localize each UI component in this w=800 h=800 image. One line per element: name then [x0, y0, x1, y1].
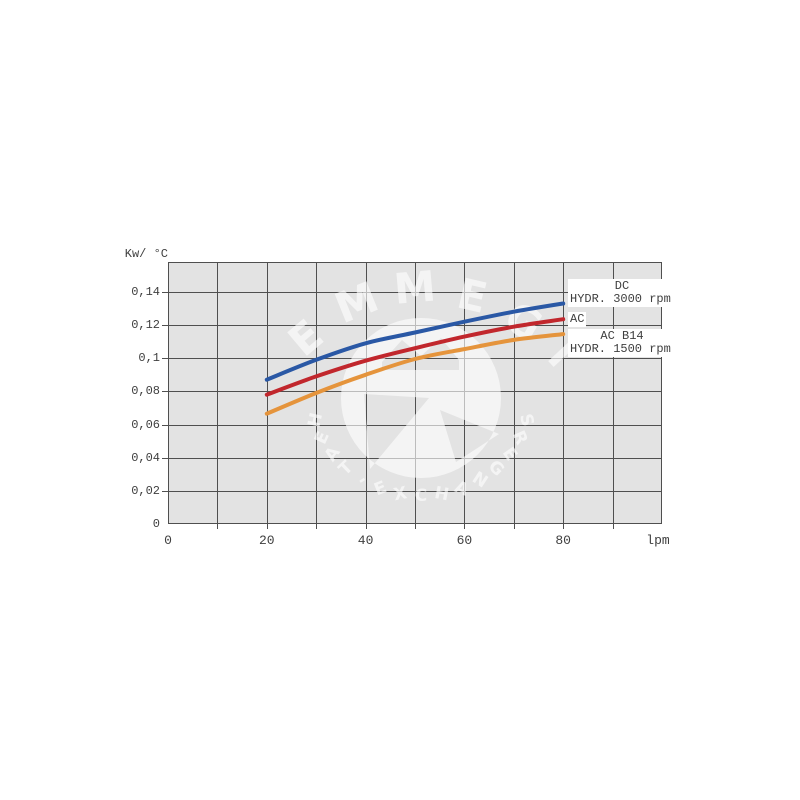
watermark-arc-letter: S: [515, 412, 537, 428]
series-curve-0: [264, 301, 566, 382]
watermark-arc-letter: C: [415, 486, 427, 506]
y-tick-label: 0,04: [131, 450, 160, 465]
y-tick-label: 0,02: [131, 483, 160, 498]
x-tick-label: 40: [357, 533, 374, 548]
x-tick-label: 20: [258, 533, 275, 548]
x-axis-unit-label: lpm: [646, 533, 670, 548]
legend-dc-name: DC: [614, 279, 630, 293]
watermark-letter: M: [392, 261, 438, 313]
series-curve-1: [264, 317, 566, 397]
legend-acb14-detail: HYDR. 1500 rpm: [570, 342, 671, 356]
legend-ac: AC: [568, 312, 587, 327]
y-tick-label: 0,12: [131, 318, 160, 332]
watermark-arc-letter: H: [433, 483, 451, 505]
legend-ac-name: AC: [570, 312, 585, 326]
plot-frame: [168, 262, 662, 524]
series-curve-2: [264, 332, 566, 416]
x-tick-label: 80: [555, 533, 571, 548]
y-tick-label: 0,06: [131, 417, 160, 432]
legend-dc: DC HYDR. 3000 rpm: [568, 279, 676, 307]
y-tick-label: 0: [152, 517, 160, 531]
legend-dc-detail: HYDR. 3000 rpm: [570, 292, 671, 306]
y-axis-title: Kw/ °C: [124, 247, 168, 261]
watermark-arc-letter: H: [304, 411, 327, 429]
y-tick-label: 0,1: [138, 351, 160, 366]
y-tick-label: 0,14: [131, 284, 160, 299]
legend-acb14-name: AC B14: [600, 329, 644, 343]
x-tick-label: 0: [164, 533, 172, 548]
watermark-arc-letter: X: [392, 483, 409, 505]
x-tick-label: 60: [456, 533, 473, 548]
y-tick-label: 0,08: [131, 384, 160, 399]
legend-acb14: AC B14 HYDR. 1500 rpm: [568, 329, 676, 357]
